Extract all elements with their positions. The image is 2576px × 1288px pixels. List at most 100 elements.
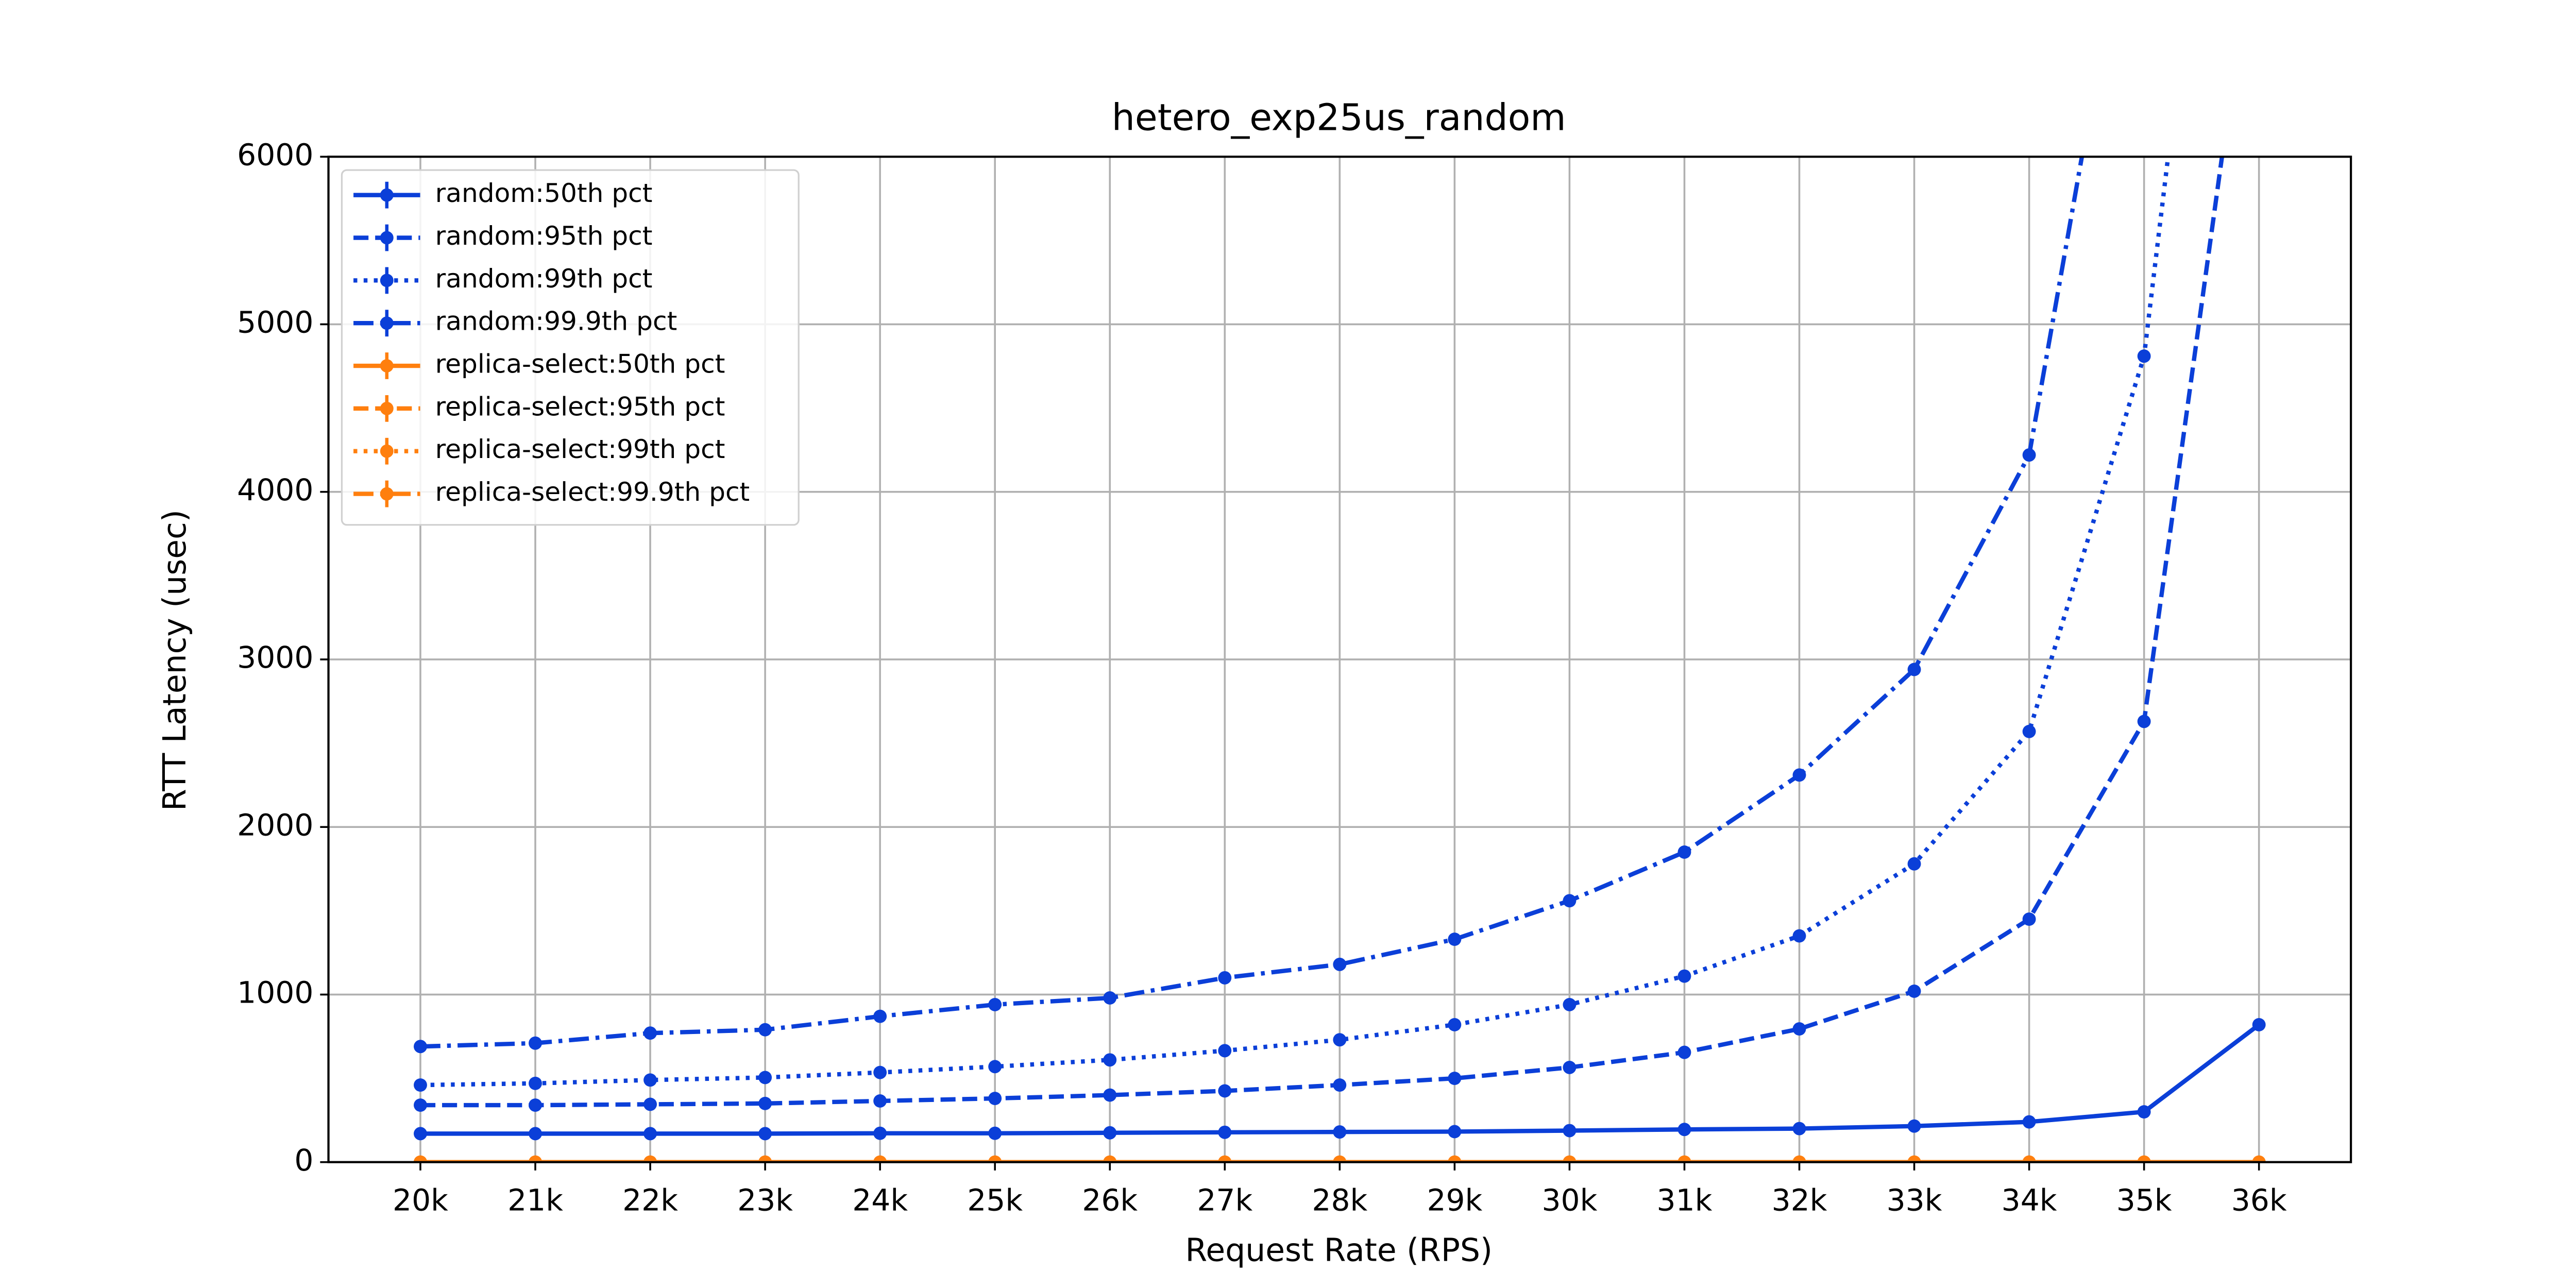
- x-tick-label: 33k: [1887, 1182, 1942, 1217]
- data-point: [1792, 768, 1806, 782]
- x-tick-label: 28k: [1312, 1182, 1367, 1217]
- legend-box: [341, 169, 800, 526]
- legend-label: random:99.9th pct: [435, 306, 677, 336]
- legend-label: random:50th pct: [435, 178, 653, 208]
- legend-marker: [380, 444, 394, 458]
- data-point: [873, 1155, 887, 1162]
- data-point: [2022, 1115, 2036, 1129]
- x-tick-label: 31k: [1657, 1182, 1713, 1217]
- data-point: [643, 1073, 657, 1087]
- data-point: [414, 1155, 427, 1162]
- data-point: [1103, 1126, 1117, 1140]
- x-tick-label: 35k: [2116, 1182, 2172, 1217]
- legend-label: random:95th pct: [435, 221, 653, 251]
- data-point: [1448, 933, 1462, 946]
- data-point: [1907, 1155, 1921, 1162]
- legend-label: replica-select:99.9th pct: [435, 477, 750, 507]
- data-point: [988, 997, 1002, 1011]
- data-point: [1907, 663, 1921, 676]
- data-point: [2022, 724, 2036, 738]
- y-tick-label: 3000: [237, 640, 313, 675]
- series-line: [420, 157, 2171, 1088]
- data-point: [529, 1036, 542, 1050]
- data-point: [1448, 1072, 1462, 1085]
- data-point: [873, 1126, 887, 1140]
- legend-marker: [380, 359, 394, 372]
- data-point: [988, 1060, 1002, 1074]
- plot-area: [414, 157, 2266, 1162]
- data-point: [1218, 1155, 1232, 1162]
- data-point: [758, 1155, 772, 1162]
- data-point: [1677, 969, 1691, 983]
- legend: random:50th pct random:95th pct random:99t…: [341, 169, 800, 526]
- legend-label: random:99th pct: [435, 263, 653, 294]
- legend-label: replica-select:95th pct: [435, 391, 725, 421]
- data-point: [1103, 1155, 1117, 1162]
- legend-marker: [380, 316, 394, 330]
- data-point: [1103, 991, 1117, 1005]
- chart-title: hetero_exp25us_random: [1112, 96, 1566, 139]
- data-point: [1792, 1155, 1806, 1162]
- data-point: [873, 1065, 887, 1079]
- data-point: [1563, 894, 1577, 908]
- y-tick-label: 2000: [237, 807, 313, 842]
- axes: 20k 21k 22k 23k 24k 25k 26k 27k 28k 29k 30k 31k 32k 3…: [237, 137, 2287, 1217]
- data-point: [643, 1097, 657, 1111]
- data-point: [1333, 1033, 1347, 1047]
- y-tick-label: 5000: [237, 305, 313, 340]
- legend-marker: [380, 231, 394, 245]
- x-tick-label: 36k: [2231, 1182, 2287, 1217]
- data-point: [643, 1026, 657, 1040]
- data-point: [2022, 448, 2036, 462]
- data-point: [1907, 1119, 1921, 1133]
- data-point: [758, 1023, 772, 1037]
- data-point: [1792, 929, 1806, 943]
- data-point: [1448, 1155, 1462, 1162]
- data-point: [1218, 1084, 1232, 1098]
- x-tick-label: 26k: [1082, 1182, 1138, 1217]
- data-point: [1218, 971, 1232, 985]
- x-tick-label: 25k: [967, 1182, 1023, 1217]
- legend-label: replica-select:99th pct: [435, 434, 725, 464]
- data-point: [529, 1127, 542, 1141]
- data-point: [529, 1155, 542, 1162]
- y-tick-label: 0: [294, 1143, 313, 1178]
- data-point: [2252, 1018, 2266, 1031]
- x-tick-label: 34k: [2002, 1182, 2057, 1217]
- x-tick-label: 21k: [507, 1182, 563, 1217]
- data-point: [1563, 997, 1577, 1011]
- series-line: [420, 157, 2084, 1049]
- data-point: [1907, 857, 1921, 871]
- data-point: [414, 1040, 427, 1054]
- y-tick-label: 1000: [237, 975, 313, 1010]
- x-axis-label: Request Rate (RPS): [1185, 1232, 1492, 1269]
- data-point: [529, 1098, 542, 1112]
- data-point: [1103, 1053, 1117, 1067]
- data-point: [2137, 1105, 2151, 1119]
- data-point: [1333, 1125, 1347, 1139]
- data-point: [1333, 957, 1347, 971]
- data-point: [2022, 912, 2036, 926]
- data-point: [414, 1078, 427, 1092]
- data-point: [2252, 1155, 2266, 1162]
- y-tick-label: 4000: [237, 472, 313, 507]
- data-point: [1792, 1022, 1806, 1036]
- x-tick-label: 24k: [852, 1182, 908, 1217]
- x-tick-label: 32k: [1772, 1182, 1827, 1217]
- x-tick-label: 23k: [737, 1182, 793, 1217]
- data-point: [1677, 1045, 1691, 1059]
- x-tick-label: 27k: [1197, 1182, 1252, 1217]
- data-point: [2137, 349, 2151, 363]
- data-point: [1333, 1078, 1347, 1092]
- legend-marker: [380, 401, 394, 415]
- data-point: [643, 1127, 657, 1141]
- data-point: [1448, 1018, 1462, 1031]
- data-point: [529, 1076, 542, 1090]
- data-point: [988, 1155, 1002, 1162]
- data-point: [1448, 1125, 1462, 1139]
- data-point: [988, 1126, 1002, 1140]
- data-point: [1677, 1123, 1691, 1137]
- data-point: [1563, 1155, 1577, 1162]
